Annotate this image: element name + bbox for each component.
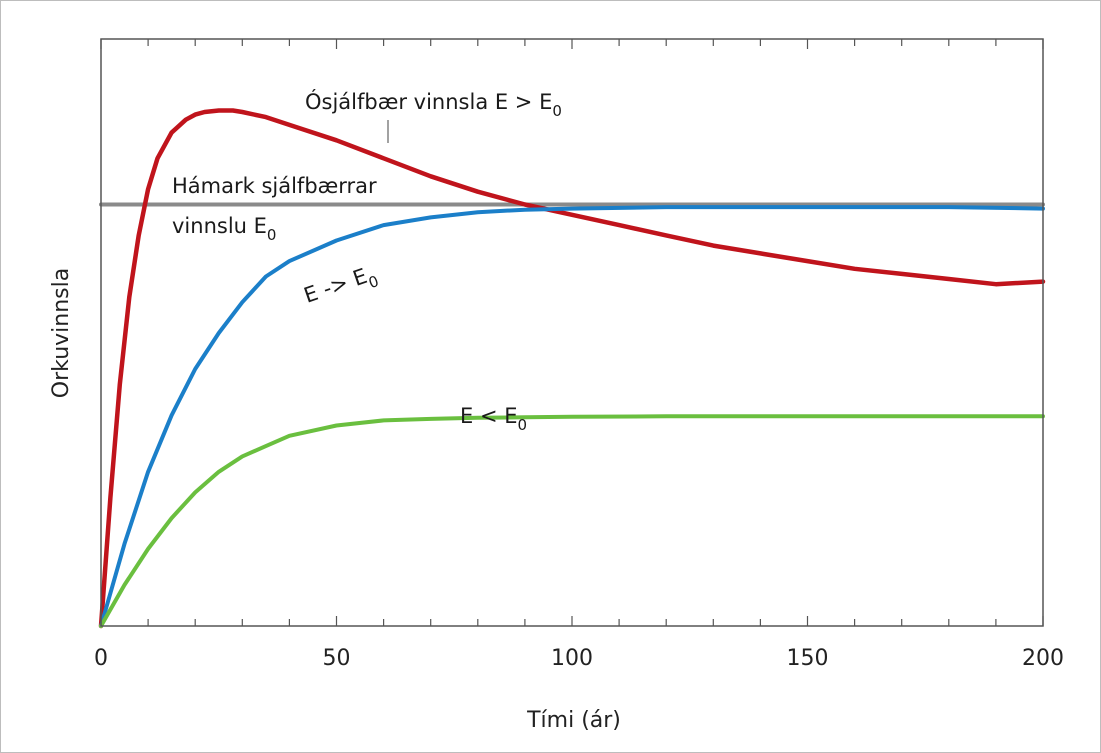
annotation-max-line2: vinnslu E0 xyxy=(172,214,276,244)
annotation-approach: E -> E0 xyxy=(301,261,381,314)
x-tick-label: 50 xyxy=(323,646,351,671)
annotation-unsustainable: Ósjálfbær vinnsla E > E0 xyxy=(305,89,562,120)
x-axis-label: Tími (ár) xyxy=(526,708,621,733)
x-tick-label: 150 xyxy=(787,646,829,671)
series-line-approach xyxy=(99,205,1045,628)
ticks-layer: 0 50 100 150 200 xyxy=(94,39,1064,671)
x-tick-label: 100 xyxy=(551,646,593,671)
plot-area-border xyxy=(100,38,1044,627)
series-line-below xyxy=(99,414,1045,628)
series-line-unsustainable xyxy=(98,108,1046,629)
x-tick-label: 0 xyxy=(94,646,108,671)
x-tick-label: 200 xyxy=(1022,646,1064,671)
annotation-below: E < E0 xyxy=(460,404,527,434)
annotation-max-line1: Hámark sjálfbærrar xyxy=(172,174,377,198)
y-axis-label: Orkuvinnsla xyxy=(49,268,74,398)
series-layer xyxy=(98,108,1046,629)
